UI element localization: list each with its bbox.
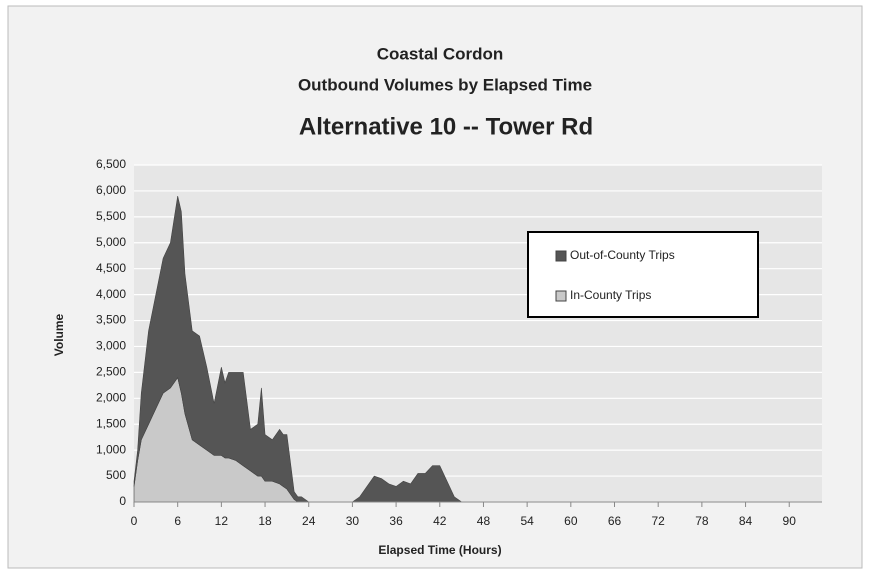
y-tick-label: 1,000 (96, 442, 126, 456)
legend-box (527, 231, 759, 318)
x-tick-label: 60 (564, 514, 578, 528)
legend-swatch (555, 290, 567, 302)
y-axis-label: Volume (52, 313, 66, 356)
y-tick-label: 6,000 (96, 183, 126, 197)
x-tick-label: 54 (520, 514, 534, 528)
x-tick-label: 42 (433, 514, 447, 528)
y-tick-label: 5,000 (96, 235, 126, 249)
y-tick-label: 4,000 (96, 287, 126, 301)
legend-label: Out-of-County Trips (570, 248, 675, 262)
x-tick-label: 66 (608, 514, 622, 528)
y-tick-label: 4,500 (96, 261, 126, 275)
x-tick-label: 48 (477, 514, 491, 528)
chart-title: Outbound Volumes by Elapsed Time (298, 75, 592, 94)
legend-label: In-County Trips (570, 288, 651, 302)
legend-swatch (555, 250, 567, 262)
x-tick-label: 18 (258, 514, 272, 528)
y-tick-label: 1,500 (96, 416, 126, 430)
x-tick-label: 12 (215, 514, 229, 528)
x-tick-label: 0 (131, 514, 138, 528)
x-tick-label: 84 (739, 514, 753, 528)
y-tick-label: 500 (106, 468, 126, 482)
y-tick-label: 6,500 (96, 157, 126, 171)
chart-title: Coastal Cordon (377, 44, 504, 63)
x-tick-label: 36 (389, 514, 403, 528)
x-tick-label: 24 (302, 514, 316, 528)
y-tick-label: 3,000 (96, 339, 126, 353)
x-axis-label: Elapsed Time (Hours) (378, 543, 501, 557)
chart-title: Alternative 10 -- Tower Rd (299, 113, 593, 140)
x-tick-label: 78 (695, 514, 709, 528)
y-tick-label: 2,500 (96, 365, 126, 379)
y-tick-label: 2,000 (96, 390, 126, 404)
y-tick-label: 0 (119, 494, 126, 508)
y-tick-label: 3,500 (96, 313, 126, 327)
x-tick-label: 30 (346, 514, 360, 528)
x-tick-label: 6 (174, 514, 181, 528)
y-tick-label: 5,500 (96, 209, 126, 223)
x-tick-label: 90 (783, 514, 797, 528)
x-tick-label: 72 (652, 514, 666, 528)
